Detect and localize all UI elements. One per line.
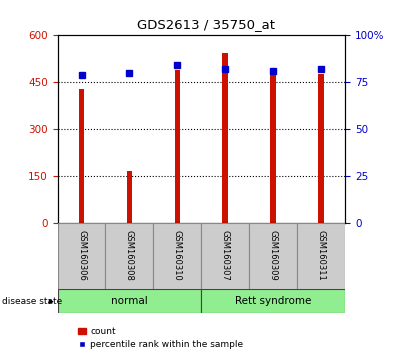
Text: GSM160307: GSM160307 [221,230,230,281]
Bar [175,70,180,223]
Legend: count, percentile rank within the sample: count, percentile rank within the sample [79,327,243,349]
Text: GSM160306: GSM160306 [77,230,86,281]
Bar [249,223,297,289]
Text: GSM160310: GSM160310 [173,230,182,281]
Bar [319,74,324,223]
Text: GSM160308: GSM160308 [125,230,134,281]
Text: GDS2613 / 35750_at: GDS2613 / 35750_at [136,18,275,31]
Bar [270,70,276,223]
Text: GSM160311: GSM160311 [317,230,326,281]
Text: GSM160309: GSM160309 [269,230,278,281]
Bar [58,289,201,313]
Bar [297,223,345,289]
Text: Rett syndrome: Rett syndrome [235,296,312,306]
Bar [153,223,201,289]
Bar [127,171,132,223]
Bar [58,223,106,289]
Bar [106,223,153,289]
Bar [201,289,345,313]
Text: normal: normal [111,296,148,306]
Text: disease state: disease state [2,297,62,306]
Bar [222,53,228,223]
Bar [79,88,84,223]
Bar [201,223,249,289]
